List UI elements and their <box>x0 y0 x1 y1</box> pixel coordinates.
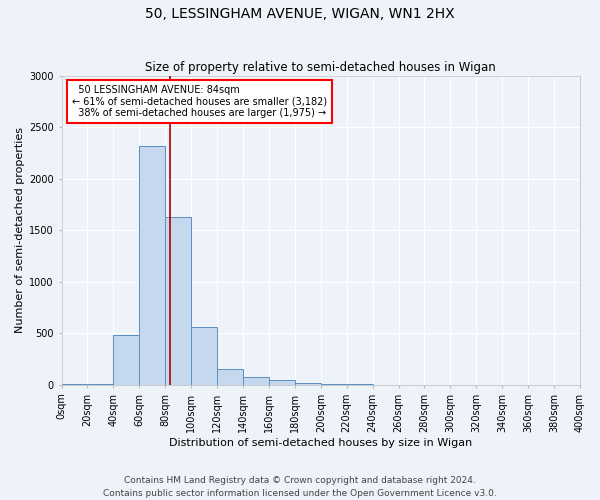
Bar <box>139 146 165 385</box>
Bar <box>269 380 295 385</box>
Bar <box>113 336 139 385</box>
Bar <box>347 384 373 385</box>
Bar <box>165 217 191 385</box>
Text: Contains HM Land Registry data © Crown copyright and database right 2024.
Contai: Contains HM Land Registry data © Crown c… <box>103 476 497 498</box>
Y-axis label: Number of semi-detached properties: Number of semi-detached properties <box>15 128 25 334</box>
Bar <box>88 384 113 385</box>
Bar <box>217 370 243 385</box>
Bar <box>243 376 269 385</box>
Text: 50, LESSINGHAM AVENUE, WIGAN, WN1 2HX: 50, LESSINGHAM AVENUE, WIGAN, WN1 2HX <box>145 8 455 22</box>
Bar <box>295 383 321 385</box>
Bar <box>191 327 217 385</box>
Text: 50 LESSINGHAM AVENUE: 84sqm
← 61% of semi-detached houses are smaller (3,182)
  : 50 LESSINGHAM AVENUE: 84sqm ← 61% of sem… <box>72 85 327 118</box>
Bar <box>62 384 88 385</box>
Title: Size of property relative to semi-detached houses in Wigan: Size of property relative to semi-detach… <box>145 62 496 74</box>
Bar <box>321 384 347 385</box>
X-axis label: Distribution of semi-detached houses by size in Wigan: Distribution of semi-detached houses by … <box>169 438 472 448</box>
